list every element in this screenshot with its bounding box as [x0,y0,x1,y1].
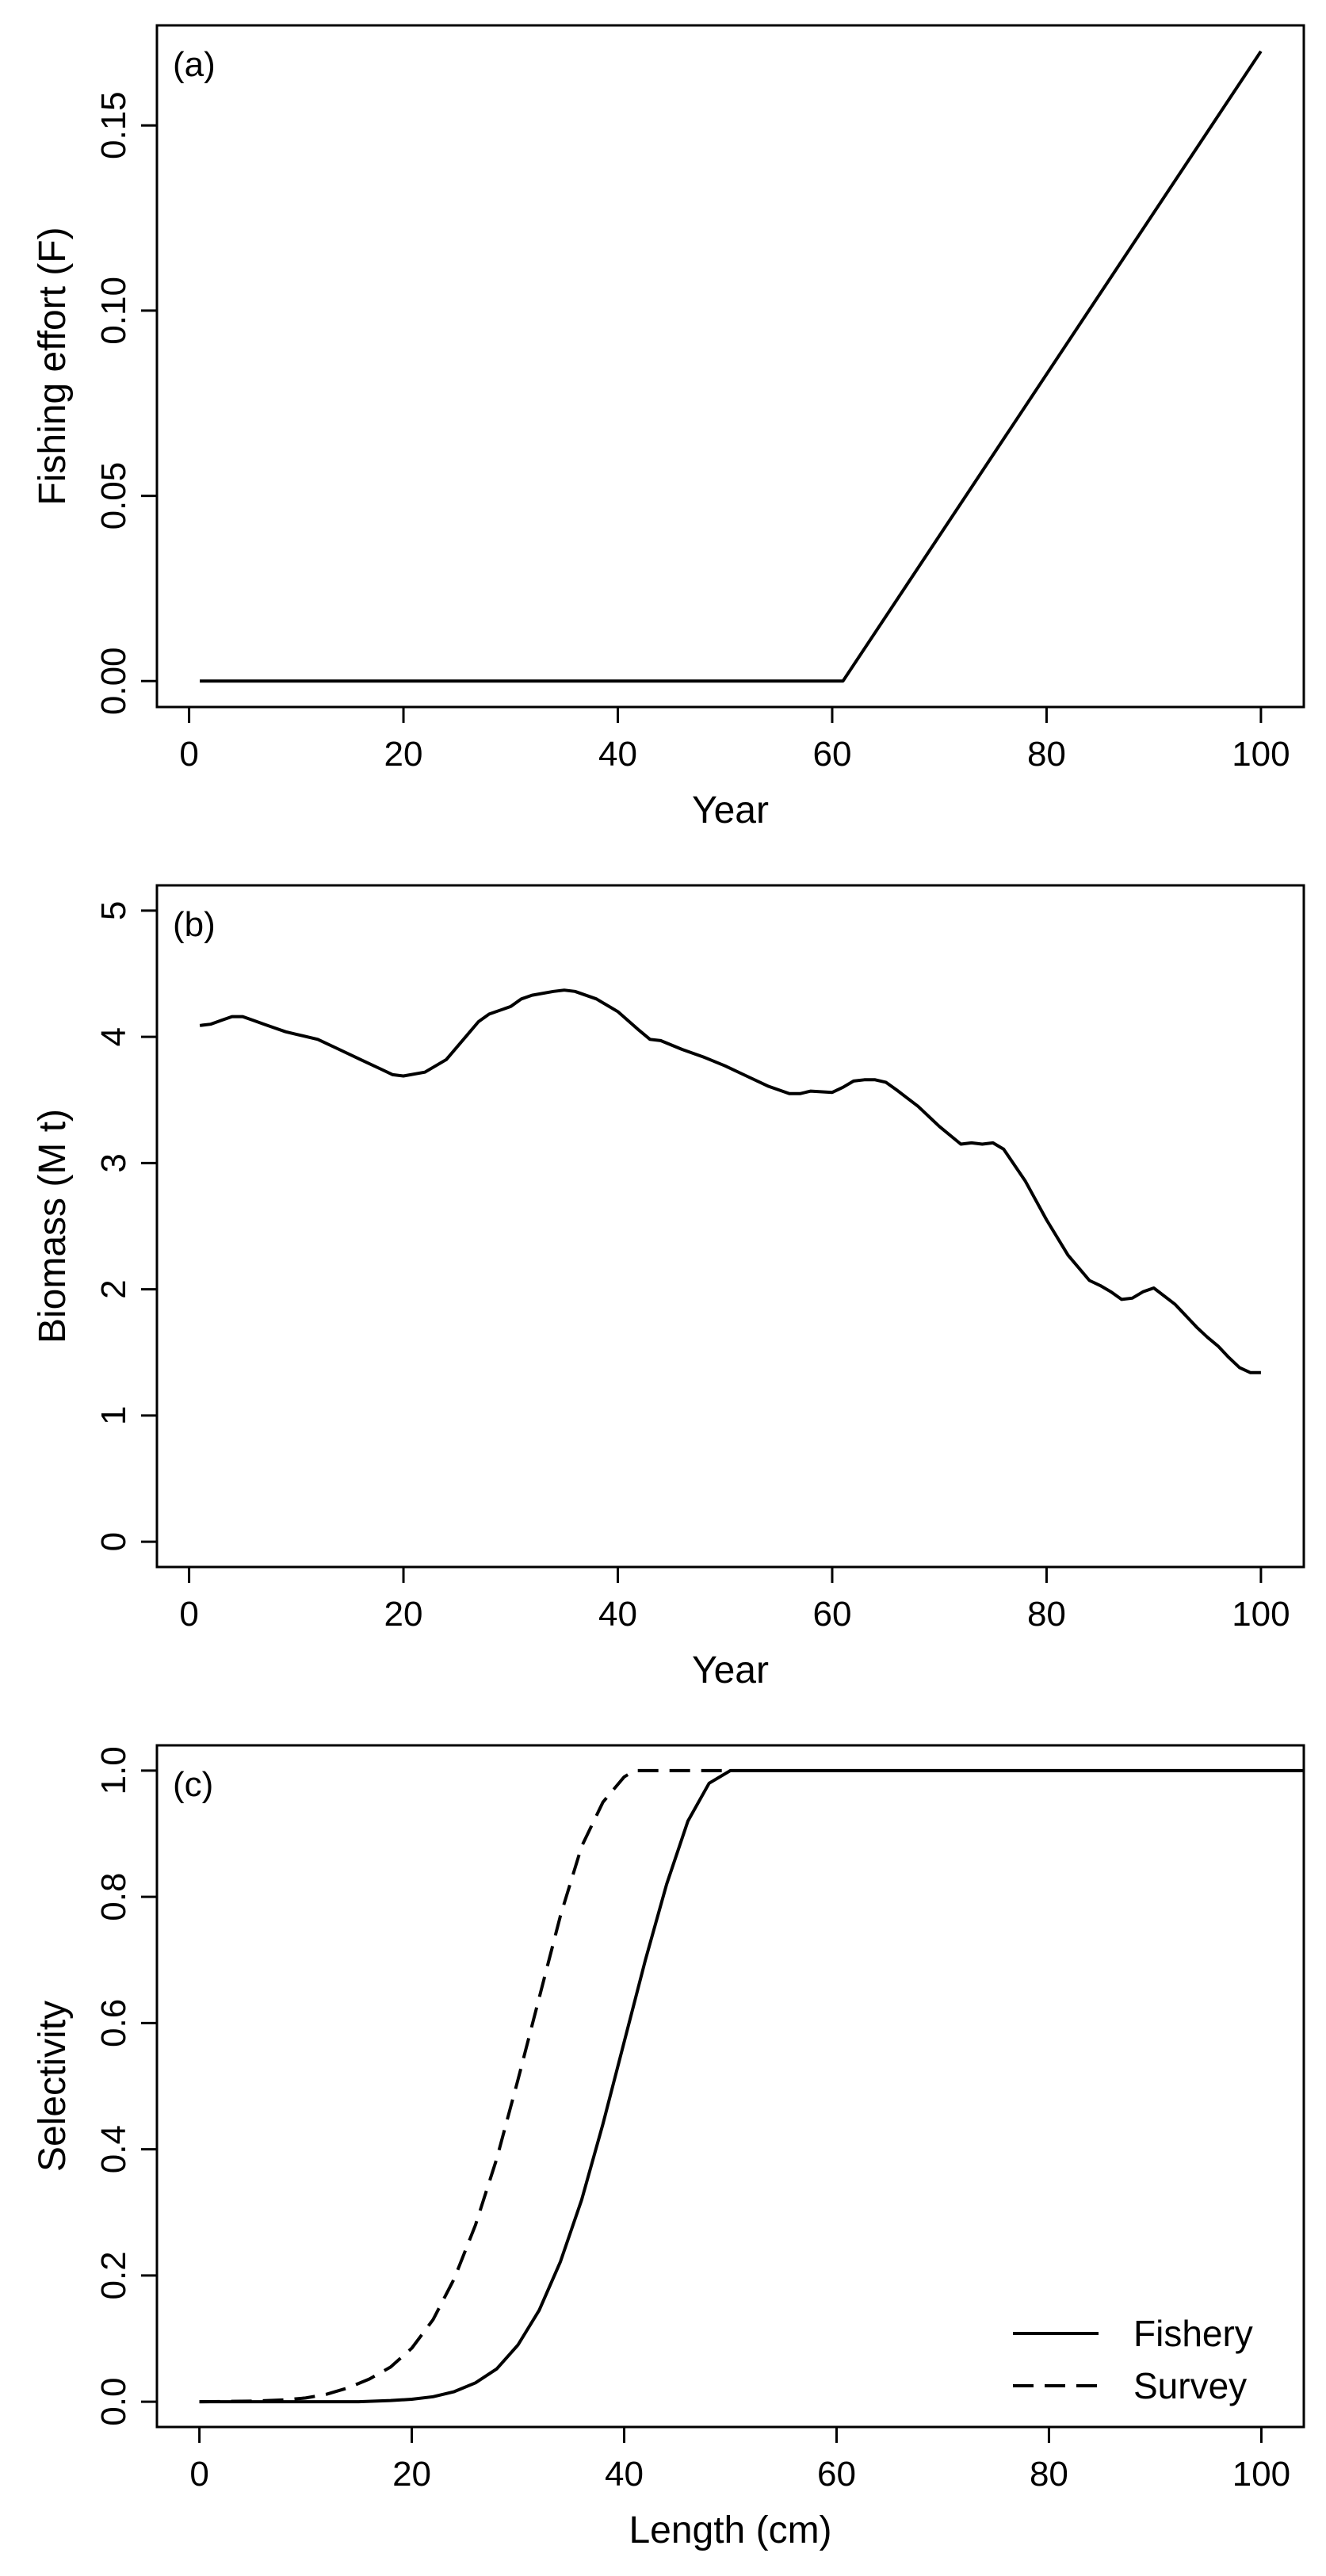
x-axis-title: Length (cm) [629,2509,831,2551]
y-tick-label: 0.4 [94,2125,133,2173]
y-axis-title: Selectivity [32,2001,74,2172]
y-tick-label: 4 [94,1027,133,1046]
series-line-1 [199,988,1261,1374]
x-tick-label: 20 [384,735,423,774]
x-tick-label: 100 [1232,2455,1290,2494]
y-tick-label: 5 [94,901,133,920]
plot-frame [155,1744,1305,2429]
x-tick-label: 40 [598,1595,637,1634]
y-tick-label: 1 [94,1406,133,1425]
x-tick-label: 0 [189,2455,208,2494]
y-tick-label: 0.15 [94,91,133,159]
legend-label-survey: Survey [1133,2365,1247,2406]
y-tick-label: 1.0 [94,1746,133,1794]
x-tick-label: 80 [1027,735,1066,774]
x-tick-label: 20 [392,2455,431,2494]
x-tick-label: 0 [179,1595,198,1634]
y-tick-label: 0.8 [94,1873,133,1921]
x-tick-label: 60 [817,2455,856,2494]
x-tick-label: 40 [598,735,637,774]
x-axis-title: Year [692,1649,769,1691]
legend: Fishery Survey [1013,2313,1253,2406]
legend-label-fishery: Fishery [1133,2313,1253,2354]
plot-frame [155,24,1305,709]
y-tick-label: 0.0 [94,2378,133,2426]
series-line-1 [200,50,1263,683]
x-tick-label: 60 [812,1595,851,1634]
y-tick-label: 2 [94,1279,133,1298]
x-tick-label: 60 [812,735,851,774]
y-tick-label: 0.10 [94,277,133,345]
y-axis-title: Fishing effort (F) [32,227,74,505]
panel-label: (b) [173,905,216,944]
y-axis-title: Biomass (M t) [32,1109,74,1343]
x-axis-title: Year [692,789,769,831]
x-tick-label: 80 [1030,2455,1068,2494]
y-tick-label: 0 [94,1532,133,1551]
x-tick-label: 80 [1027,1595,1066,1634]
y-tick-label: 0.2 [94,2251,133,2299]
panel-a: 0 20 40 60 80 100 0.00 0.05 0.10 0.15 Year Fishing … [32,24,1305,831]
y-tick-label: 3 [94,1153,133,1172]
y-tick-label: 0.05 [94,462,133,530]
series-line-survey [199,1768,731,2404]
x-tick-label: 20 [384,1595,423,1634]
series-line-fishery [199,1768,1304,2404]
x-tick-label: 0 [179,735,198,774]
x-tick-label: 100 [1232,1595,1290,1634]
y-tick-label: 0.00 [94,647,133,715]
x-tick-label: 40 [605,2455,644,2494]
plot-frame [155,884,1305,1569]
panel-label: (a) [173,45,216,84]
y-tick-label: 0.6 [94,1999,133,2047]
x-tick-label: 100 [1232,735,1290,774]
panel-b: 0 20 40 60 80 100 0 1 2 3 4 5 Year Biomass (M t) (b) [32,884,1305,1691]
panel-label: (c) [173,1765,213,1804]
panel-c: 0 20 40 60 80 100 0.0 0.2 0.4 0.6 0.8 1.0 Length (cm… [32,1744,1305,2551]
